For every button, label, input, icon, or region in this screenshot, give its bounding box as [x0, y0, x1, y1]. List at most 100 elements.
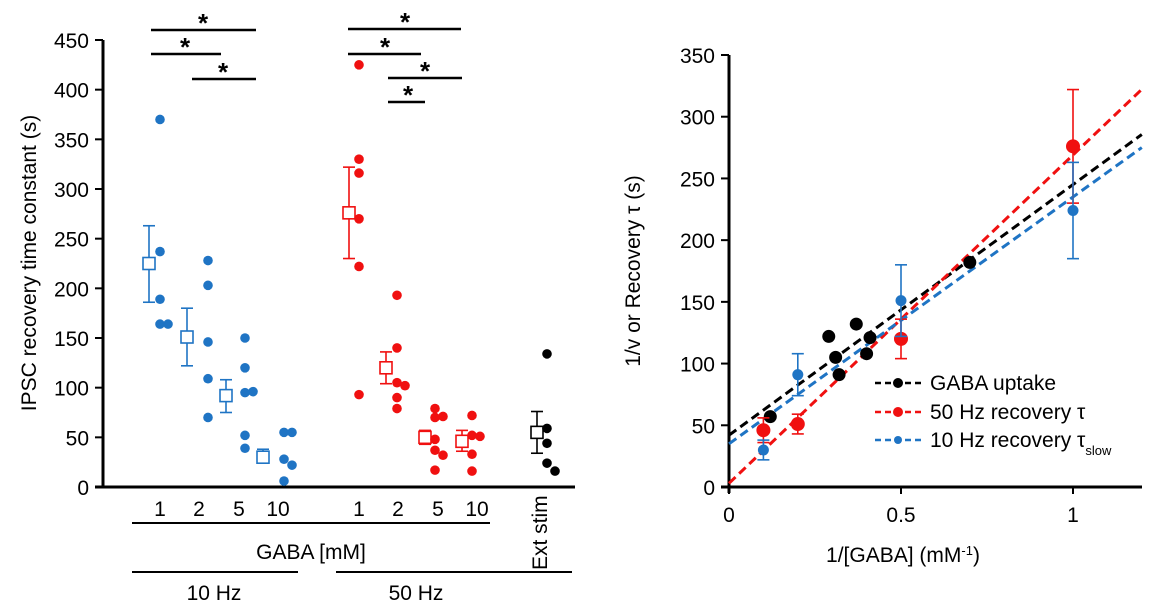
- data-point: [392, 403, 402, 414]
- y-tick-label: 250: [54, 229, 89, 252]
- data-point: [832, 368, 846, 382]
- y-tick-label: 0: [77, 477, 89, 500]
- data-point: [763, 410, 777, 424]
- mean-marker: [530, 425, 544, 440]
- data-point: [279, 476, 289, 486]
- x-tick-label: 5: [432, 498, 444, 521]
- data-point: [392, 377, 402, 388]
- group-label-50hz: 50 Hz: [389, 582, 444, 605]
- data-point: [792, 369, 804, 381]
- x-tick-label: 1: [154, 498, 166, 521]
- x-tick-label: 1: [353, 498, 365, 521]
- data-point: [894, 331, 908, 346]
- data-point: [203, 255, 213, 266]
- data-point: [475, 431, 485, 442]
- data-point: [542, 438, 552, 449]
- mean-marker: [379, 360, 393, 375]
- significance-star: *: [400, 7, 411, 37]
- data-point: [849, 317, 863, 331]
- data-point: [1066, 139, 1080, 154]
- data-point: [248, 386, 258, 397]
- significance-star: *: [403, 80, 414, 110]
- significance-star: *: [380, 32, 391, 62]
- data-point: [155, 246, 165, 257]
- data-point: [392, 343, 402, 353]
- data-point: [287, 427, 297, 438]
- mean-marker: [219, 388, 233, 403]
- data-point: [963, 255, 977, 269]
- x-axis-label: 1/[GABA] (mM-1): [826, 543, 980, 568]
- y-tick-label: 400: [54, 80, 89, 103]
- data-point: [392, 290, 402, 301]
- data-point: [203, 280, 213, 291]
- data-point: [287, 460, 297, 470]
- significance-star: *: [180, 32, 191, 62]
- y-axis-label: 1/v or Recovery τ (s): [622, 175, 645, 367]
- data-point: [354, 261, 364, 272]
- mean-marker: [342, 206, 356, 220]
- x-tick-label: 0.5: [886, 504, 915, 527]
- data-point: [542, 458, 552, 468]
- mean-marker: [418, 430, 432, 445]
- significance-star: *: [198, 8, 209, 38]
- data-point: [155, 319, 165, 329]
- data-point: [542, 423, 552, 434]
- data-point: [467, 449, 477, 460]
- mean-marker: [455, 434, 469, 449]
- data-point: [354, 60, 364, 70]
- data-point: [430, 403, 440, 414]
- y-tick-label: 100: [680, 354, 715, 377]
- data-point: [240, 443, 250, 454]
- data-point: [430, 465, 440, 475]
- legend-label: 10 Hz recovery τslow: [930, 429, 1112, 458]
- data-point: [860, 347, 874, 361]
- significance-star: *: [218, 57, 229, 87]
- data-point: [430, 445, 440, 456]
- data-point: [279, 427, 289, 438]
- data-point: [467, 430, 477, 441]
- y-tick-label: 300: [54, 179, 89, 202]
- data-point: [240, 430, 250, 441]
- x-tick-label: 1: [1067, 504, 1079, 527]
- data-point: [240, 333, 250, 343]
- y-tick-label: 200: [680, 230, 715, 253]
- data-point: [790, 417, 805, 432]
- y-tick-label: 150: [680, 292, 715, 315]
- data-point: [438, 450, 448, 461]
- group-label-10hz: 10 Hz: [187, 582, 242, 605]
- data-point: [163, 319, 173, 329]
- x-tick-label: 10: [465, 498, 488, 521]
- y-tick-label: 0: [703, 477, 715, 500]
- legend-marker: [893, 407, 903, 417]
- x-tick-label: 10: [266, 498, 289, 521]
- x-tick-label: 0: [723, 504, 735, 527]
- y-tick-label: 250: [680, 168, 715, 191]
- data-point: [863, 331, 877, 345]
- data-point: [895, 295, 907, 307]
- y-tick-label: 150: [54, 328, 89, 351]
- data-point: [240, 363, 250, 373]
- data-point: [1067, 205, 1079, 217]
- data-point: [354, 389, 364, 400]
- data-point: [279, 454, 289, 464]
- ext-stim-label: Ext stim: [529, 495, 552, 570]
- data-point: [392, 392, 402, 403]
- data-point: [542, 349, 552, 359]
- legend-marker: [894, 436, 902, 444]
- data-point: [203, 412, 213, 423]
- data-point: [354, 168, 364, 178]
- data-point: [467, 466, 477, 476]
- y-tick-label: 50: [692, 415, 715, 438]
- data-point: [822, 329, 836, 343]
- mean-marker: [142, 256, 156, 271]
- data-point: [400, 380, 410, 391]
- data-point: [430, 434, 440, 445]
- fit-line: [727, 88, 1143, 485]
- data-point: [430, 412, 440, 423]
- y-tick-label: 350: [680, 45, 715, 68]
- legend-label: 50 Hz recovery τ: [930, 401, 1086, 424]
- mean-marker: [180, 330, 194, 344]
- legend-label: GABA uptake: [930, 372, 1056, 395]
- y-tick-label: 350: [54, 129, 89, 152]
- x-tick-label: 5: [233, 498, 245, 521]
